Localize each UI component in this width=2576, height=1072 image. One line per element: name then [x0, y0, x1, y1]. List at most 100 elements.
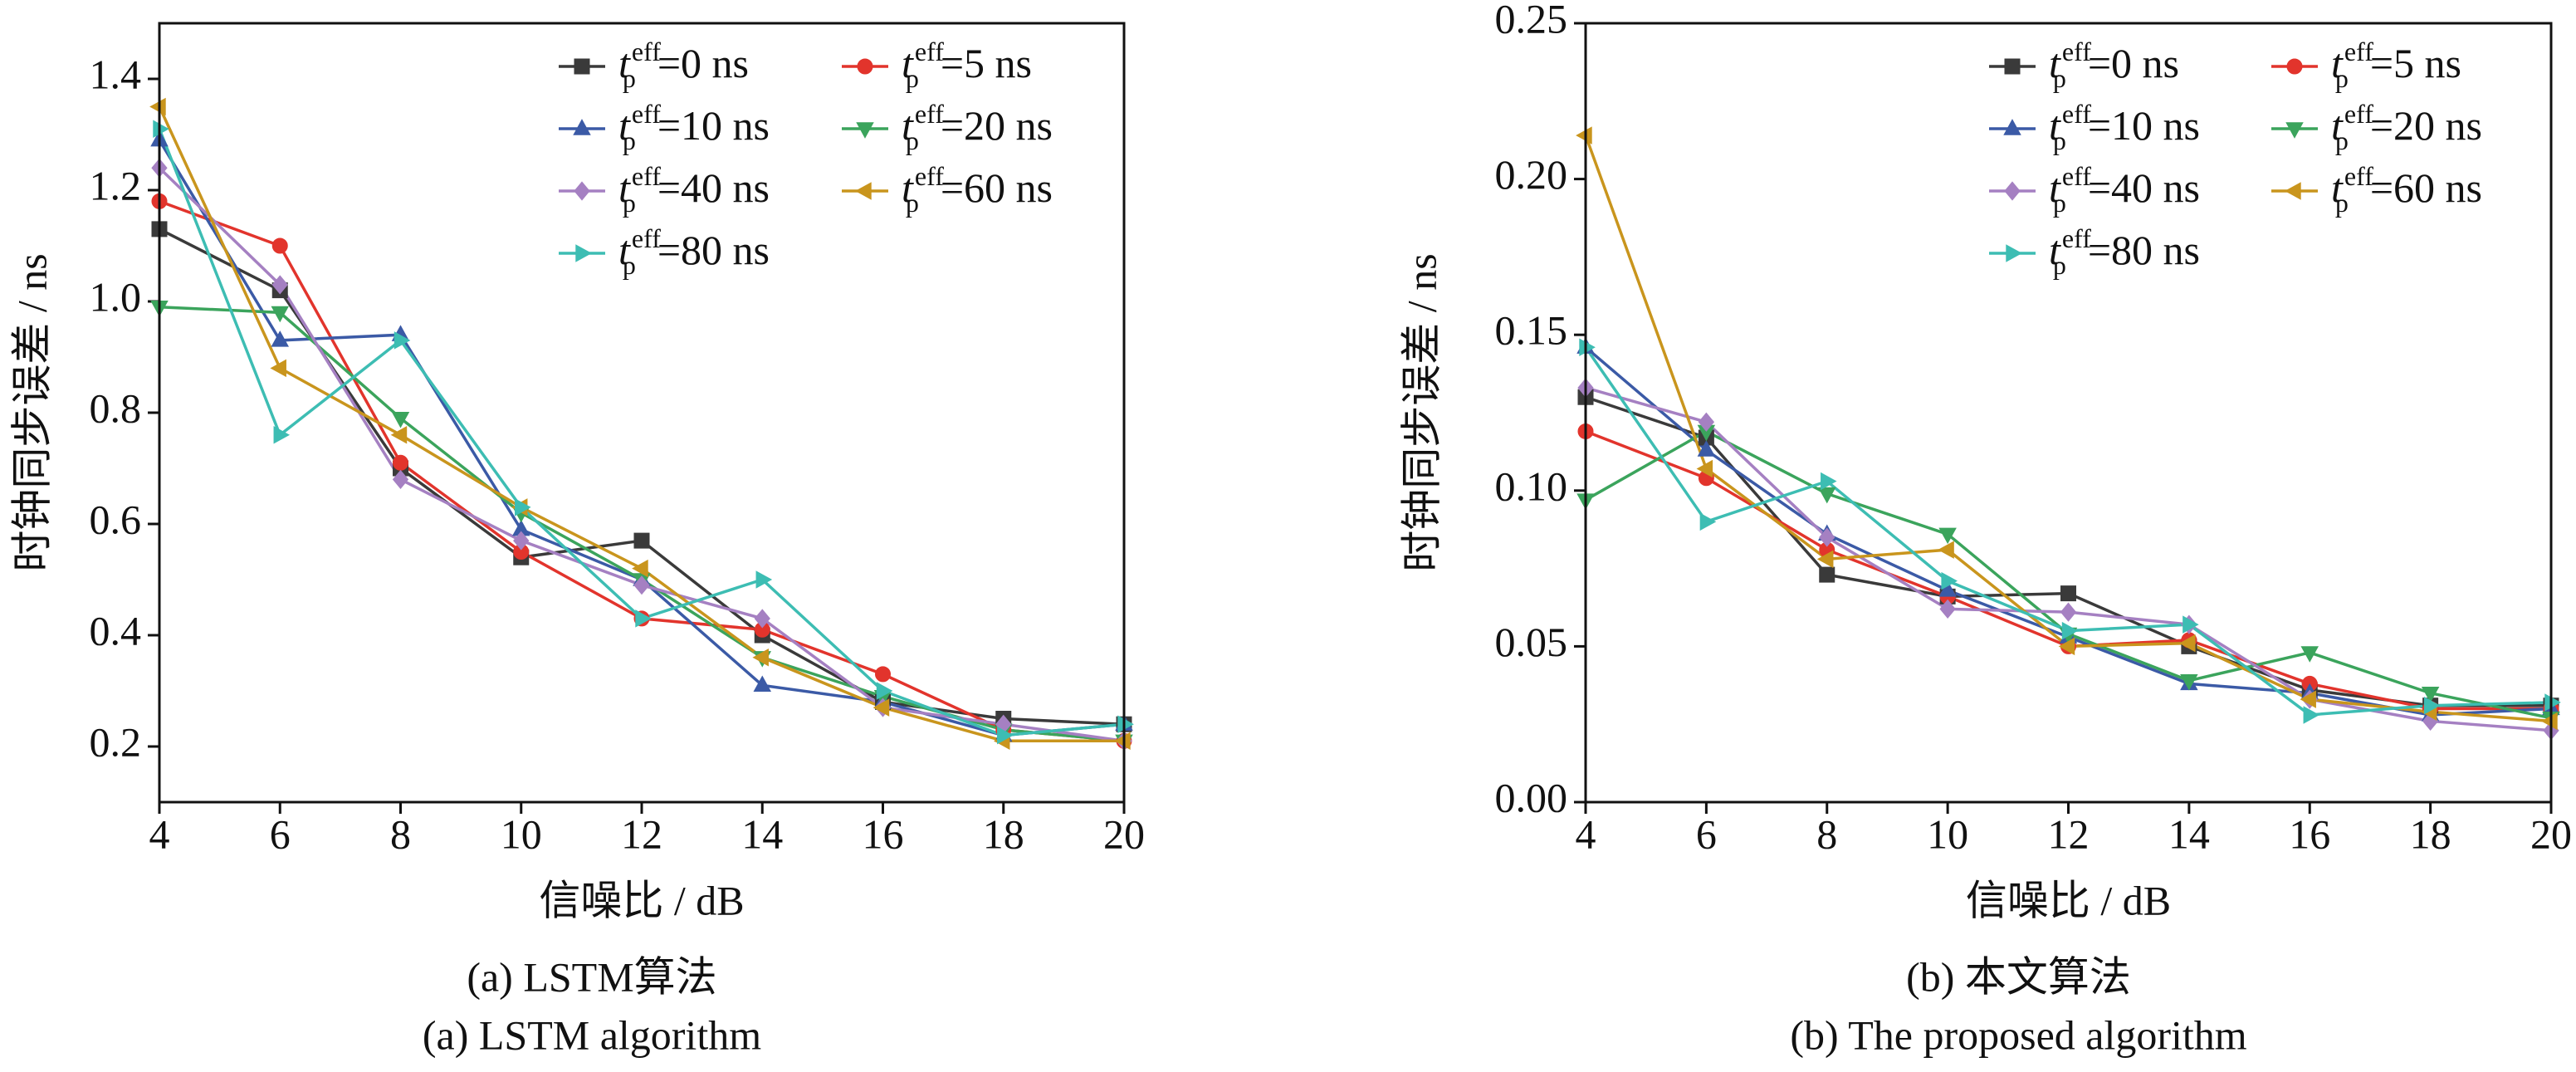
- legend-symbol: t: [618, 164, 631, 211]
- legend-entry: teff p =5 ns: [2271, 37, 2461, 93]
- legend-symbol: t: [902, 102, 914, 149]
- y-tick-label: 1.4: [90, 51, 142, 97]
- marker: [2300, 690, 2316, 708]
- marker: [393, 454, 408, 471]
- marker: [2003, 119, 2021, 135]
- legend-symbol: t: [618, 102, 631, 149]
- marker: [1579, 338, 1596, 356]
- marker: [2286, 58, 2303, 75]
- legend-symbol-sup: eff: [915, 161, 944, 191]
- marker: [633, 532, 650, 549]
- legend-label: teff p =0 ns: [618, 37, 749, 93]
- y-axis-title: 时钟同步误差 / ns: [8, 253, 55, 571]
- legend-name: =80 ns: [2088, 227, 2200, 273]
- plot-frame: [1584, 22, 2553, 804]
- y-tick-label: 0.25: [1495, 0, 1568, 42]
- marker: [2004, 181, 2021, 201]
- legend-entry: teff p =5 ns: [842, 37, 1032, 93]
- series-line: [1585, 386, 2552, 732]
- marker: [755, 570, 773, 589]
- legend-symbol-sub: p: [906, 188, 919, 218]
- legend-symbol-sup: eff: [2062, 223, 2091, 253]
- marker: [1819, 527, 1835, 547]
- marker: [1938, 580, 1957, 597]
- marker: [573, 119, 591, 135]
- legend-symbol-sub: p: [2335, 63, 2349, 93]
- marker: [997, 726, 1014, 745]
- marker: [2303, 706, 2320, 724]
- y-tick-label: 0.15: [1495, 307, 1568, 354]
- marker: [873, 698, 890, 717]
- legend-name: =60 ns: [2370, 164, 2482, 211]
- legend-label: teff p =60 ns: [2331, 161, 2482, 218]
- legend-entry: teff p =60 ns: [842, 161, 1053, 218]
- legend-name: =10 ns: [2088, 102, 2200, 149]
- marker: [1941, 571, 1958, 590]
- series-line: [159, 228, 1125, 726]
- x-axis-title: 信噪比 / dB: [1966, 877, 2171, 923]
- marker: [1699, 512, 1717, 531]
- marker: [2060, 602, 2077, 622]
- legend-name: =0 ns: [657, 40, 749, 86]
- x-tick-label: 14: [741, 810, 783, 857]
- marker: [2544, 693, 2561, 712]
- x-tick-label: 4: [149, 810, 170, 857]
- series-line: [158, 128, 1125, 737]
- legend-symbol-sub: p: [906, 63, 919, 93]
- chart: 4 6 8 10 12 14 16 18 20 0.00 0.05 0.10 0.15 0.20 0.25 信…: [1398, 0, 2572, 1058]
- legend-entry: teff p =0 ns: [559, 37, 749, 93]
- marker: [271, 330, 289, 347]
- marker: [393, 331, 411, 350]
- marker: [270, 359, 286, 378]
- x-tick-label: 4: [1576, 810, 1596, 857]
- legend-symbol-sup: eff: [2344, 37, 2373, 66]
- marker: [1576, 126, 1592, 144]
- marker: [2423, 696, 2441, 715]
- marker: [2006, 244, 2022, 262]
- series-line: [159, 199, 1125, 743]
- marker: [2285, 182, 2301, 200]
- legend-name: =5 ns: [2370, 40, 2461, 86]
- marker: [271, 306, 289, 323]
- legend-label: teff p =80 ns: [2049, 223, 2200, 280]
- y-tick-label: 0.20: [1495, 151, 1568, 198]
- x-tick-label: 12: [2048, 810, 2090, 857]
- legend-symbol: t: [2331, 164, 2344, 211]
- marker: [1939, 599, 1956, 619]
- plot-area: [1576, 126, 2561, 741]
- series-line: [158, 166, 1125, 743]
- marker: [2061, 621, 2079, 640]
- marker: [2183, 615, 2199, 634]
- x-tick-label: 18: [2410, 810, 2451, 857]
- x-tick-label: 8: [390, 810, 411, 857]
- x-tick-label: 16: [2289, 810, 2330, 857]
- legend-symbol: t: [902, 40, 914, 86]
- y-tick-label: 0.8: [90, 384, 142, 431]
- legend-entry: teff p =10 ns: [1989, 99, 2200, 155]
- caption-en: (a) LSTM algorithm: [423, 1011, 761, 1058]
- caption-en: (b) The proposed algorithm: [1790, 1011, 2246, 1058]
- legend-symbol-sup: eff: [2062, 161, 2091, 191]
- marker: [149, 97, 166, 116]
- x-tick-label: 6: [270, 810, 291, 857]
- marker: [2541, 712, 2558, 731]
- legend-symbol-sup: eff: [2062, 37, 2091, 66]
- marker: [1698, 412, 1715, 432]
- legend-name: =40 ns: [2088, 164, 2200, 211]
- marker: [2058, 637, 2075, 656]
- legend-label: teff p =5 ns: [902, 37, 1032, 93]
- legend-label: teff p =10 ns: [2049, 99, 2200, 155]
- series-line: [159, 305, 1125, 743]
- marker: [1818, 487, 1836, 504]
- caption: (a) LSTM算法: [467, 953, 716, 1000]
- marker: [392, 469, 409, 489]
- legend-symbol-sub: p: [906, 125, 919, 155]
- legend-entry: teff p =0 ns: [1989, 37, 2179, 93]
- legend-name: =60 ns: [941, 164, 1053, 211]
- legend-name: =20 ns: [2370, 102, 2482, 149]
- legend-entry: teff p =40 ns: [559, 161, 770, 218]
- legend-entry: teff p =80 ns: [1989, 223, 2200, 280]
- y-tick-label: 1.2: [90, 162, 142, 208]
- marker: [574, 181, 590, 201]
- legend-entry: teff p =40 ns: [1989, 161, 2200, 218]
